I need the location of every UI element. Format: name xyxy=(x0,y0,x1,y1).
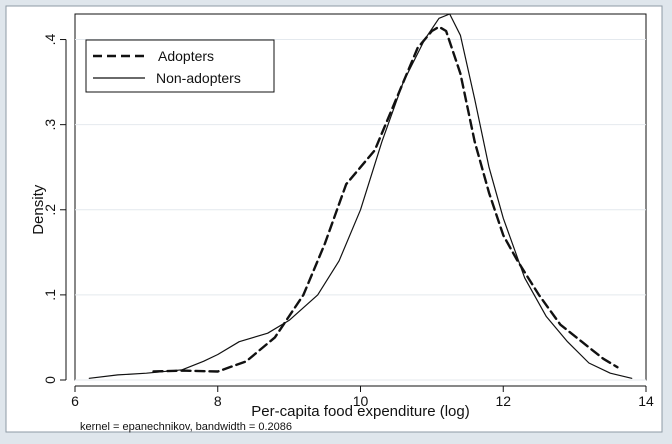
x-axis-title: Per-capita food expenditure (log) xyxy=(251,403,469,420)
series-line-non-adopters xyxy=(88,13,633,379)
x-tick-label-0: 6 xyxy=(71,393,79,409)
legend-label-adopters: Adopters xyxy=(158,48,214,64)
axes xyxy=(60,39,647,392)
y-tick-label-4: .4 xyxy=(42,33,58,45)
x-tick-label-3: 12 xyxy=(495,393,511,409)
y-tick-label-0: 0 xyxy=(42,376,58,384)
kernel-note: kernel = epanechnikov, bandwidth = 0.208… xyxy=(80,421,292,433)
tick-labels: 6 8 10 12 14 0 .1 .2 .3 .4 xyxy=(42,33,654,409)
legend: Adopters Non-adopters xyxy=(85,39,275,93)
legend-label-non-adopters: Non-adopters xyxy=(156,70,241,86)
series-line-adopters xyxy=(152,25,619,373)
y-tick-label-2: .2 xyxy=(42,204,58,216)
x-tick-label-4: 14 xyxy=(638,393,654,409)
series-lines xyxy=(88,13,633,379)
y-axis-title: Density xyxy=(30,184,47,235)
y-tick-label-1: .1 xyxy=(42,289,58,301)
legend-box xyxy=(85,39,275,93)
gridlines xyxy=(75,39,646,381)
x-tick-label-1: 8 xyxy=(214,393,222,409)
y-tick-label-3: .3 xyxy=(42,119,58,131)
x-tick-label-2: 10 xyxy=(353,393,369,409)
plot-area xyxy=(74,13,647,381)
